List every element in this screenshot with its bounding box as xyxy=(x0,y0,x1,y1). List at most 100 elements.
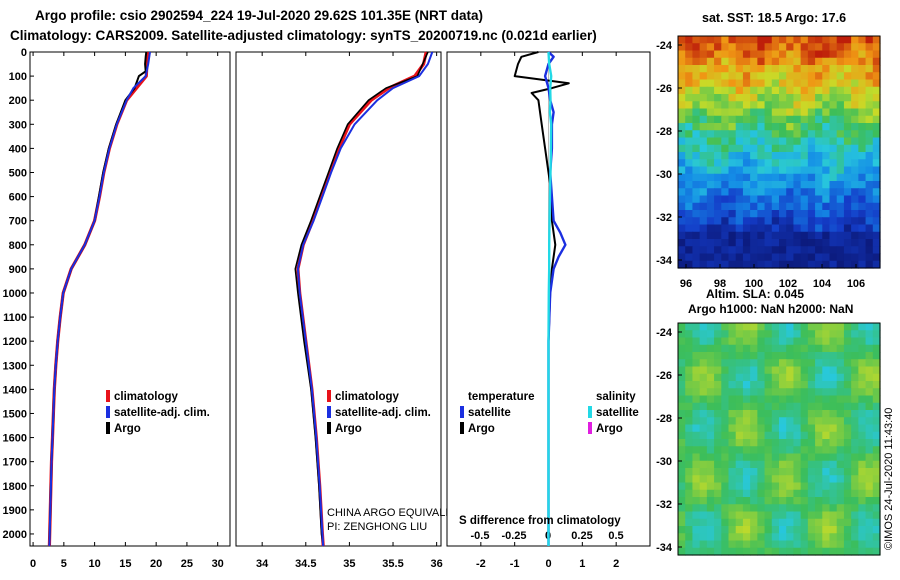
sst-cell xyxy=(872,217,881,226)
sla-cell xyxy=(678,540,686,549)
sst-cell xyxy=(822,36,831,44)
sla-cell xyxy=(735,482,744,491)
sst-cell xyxy=(750,86,758,95)
sla-cell xyxy=(742,453,751,462)
sla-cell xyxy=(742,533,751,542)
sst-cell xyxy=(714,239,722,247)
sst-cell xyxy=(764,130,773,139)
sst-cell xyxy=(843,246,852,255)
sla-cell xyxy=(779,410,787,418)
sst-lat-tick-label: -28 xyxy=(656,126,672,138)
sla-cell xyxy=(800,511,809,520)
sla-cell xyxy=(836,323,845,331)
sst-cell xyxy=(771,43,780,52)
sla-cell xyxy=(865,330,874,339)
sst-cell xyxy=(829,137,838,146)
sst-cell xyxy=(793,72,802,81)
sst-cell xyxy=(858,72,867,81)
sst-cell xyxy=(692,86,701,95)
sst-cell xyxy=(800,115,809,124)
sla-cell xyxy=(699,366,708,375)
sst-cell xyxy=(851,239,859,247)
sla-cell xyxy=(851,373,859,382)
sla-cell xyxy=(699,323,708,331)
sst-cell xyxy=(829,144,838,153)
sst-cell xyxy=(822,188,831,197)
sla-cell xyxy=(836,381,845,389)
sst-cell xyxy=(757,195,766,204)
sst-cell xyxy=(872,159,881,168)
sst-cell xyxy=(742,210,751,218)
salinity-x-tick-label: 36 xyxy=(431,558,443,570)
sst-cell xyxy=(807,217,816,226)
sla-cell xyxy=(742,446,751,455)
sst-cell xyxy=(822,115,831,124)
sst-cell xyxy=(678,115,686,124)
sst-map: sat. SST: 18.5 Argo: 17.6 -24-26-28-30-3… xyxy=(656,11,881,290)
sla-cell xyxy=(735,330,744,339)
sla-cell xyxy=(843,475,852,484)
sla-cell xyxy=(858,489,867,498)
sst-cell xyxy=(750,108,758,117)
sla-cell xyxy=(699,547,708,556)
sla-cell xyxy=(771,381,780,389)
sst-cell xyxy=(714,115,722,124)
sla-cell xyxy=(822,410,831,418)
sla-cell xyxy=(865,475,874,484)
sla-cell xyxy=(699,431,708,440)
sst-cell xyxy=(807,181,816,189)
sst-cell xyxy=(779,36,787,44)
sst-cell xyxy=(685,144,694,153)
sla-cell xyxy=(706,533,715,542)
sla-cell xyxy=(771,460,780,469)
sla-cell xyxy=(678,395,686,404)
sla-cell xyxy=(822,417,831,426)
sla-cell xyxy=(858,518,867,527)
sst-cell xyxy=(829,181,838,189)
sst-cell xyxy=(750,50,758,59)
sla-cell xyxy=(829,417,838,426)
sla-cell xyxy=(822,482,831,491)
sla-cell xyxy=(742,373,751,382)
sst-cell xyxy=(872,65,881,73)
sst-cell xyxy=(800,94,809,102)
sla-cell xyxy=(858,453,867,462)
sla-cell xyxy=(851,359,859,368)
sla-cell xyxy=(685,547,694,556)
sla-cell xyxy=(800,518,809,527)
sla-lat-tick-label: -24 xyxy=(656,327,673,339)
sla-cell xyxy=(699,511,708,520)
sla-cell xyxy=(843,344,852,353)
sla-cell xyxy=(706,395,715,404)
sla-cell xyxy=(815,511,823,520)
sla-cell xyxy=(800,381,809,389)
sla-cell xyxy=(822,504,831,513)
sla-cell xyxy=(851,497,859,505)
sst-cell xyxy=(728,115,737,124)
sst-cell xyxy=(757,94,766,102)
sst-cell xyxy=(714,94,722,102)
sst-cell xyxy=(779,79,787,88)
sst-cell xyxy=(714,195,722,204)
sst-cell xyxy=(728,173,737,182)
sla-cell xyxy=(800,323,809,331)
sla-cell xyxy=(786,431,795,440)
sla-cell xyxy=(678,402,686,411)
sla-cell xyxy=(685,330,694,339)
sst-cell xyxy=(836,36,845,44)
sst-cell xyxy=(678,159,686,168)
sla-cell xyxy=(793,460,802,469)
sla-cell xyxy=(706,352,715,360)
sla-cell xyxy=(843,460,852,469)
sla-cell xyxy=(865,402,874,411)
sst-cell xyxy=(764,36,773,44)
sla-cell xyxy=(786,533,795,542)
sst-cell xyxy=(829,50,838,59)
sla-cell xyxy=(800,373,809,382)
sst-cell xyxy=(742,123,751,131)
sst-cell xyxy=(822,65,831,73)
sla-cell xyxy=(865,547,874,556)
sst-lon-tick-label: 98 xyxy=(714,278,726,290)
sla-cell xyxy=(793,352,802,360)
sla-lat-tick-label: -32 xyxy=(656,499,672,511)
